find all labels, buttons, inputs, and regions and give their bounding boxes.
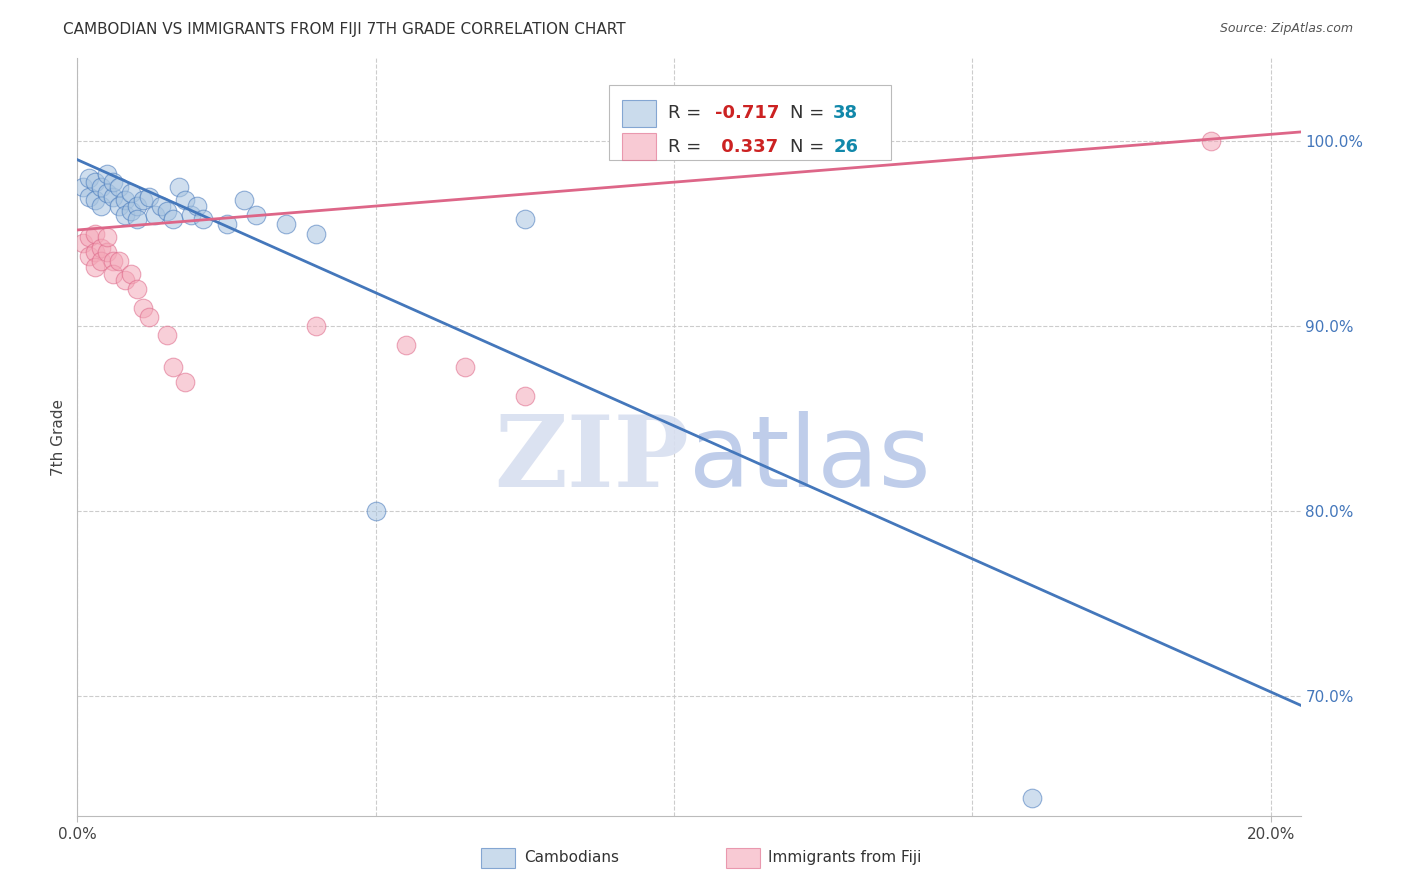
Point [191, 211, 214, 226]
Y-axis label: 7th Grade: 7th Grade [51, 399, 66, 475]
FancyBboxPatch shape [481, 848, 515, 868]
Point [132, 301, 155, 315]
Point [125, 211, 148, 226]
Point [513, 389, 536, 403]
Point [77, 189, 100, 203]
Point [180, 208, 202, 222]
Point [1199, 134, 1222, 148]
Point [156, 204, 179, 219]
Point [90, 254, 112, 268]
Point [114, 208, 136, 222]
Point [125, 199, 148, 213]
FancyBboxPatch shape [621, 133, 657, 161]
Point [513, 211, 536, 226]
FancyBboxPatch shape [609, 85, 891, 161]
Point [1021, 790, 1043, 805]
Point [101, 175, 124, 189]
Text: CAMBODIAN VS IMMIGRANTS FROM FIJI 7TH GRADE CORRELATION CHART: CAMBODIAN VS IMMIGRANTS FROM FIJI 7TH GR… [63, 22, 626, 37]
Point [120, 268, 142, 282]
Text: -0.717: -0.717 [714, 104, 779, 122]
Point [120, 186, 142, 200]
FancyBboxPatch shape [621, 100, 657, 127]
Point [90, 199, 112, 213]
Point [394, 337, 416, 351]
Point [245, 208, 267, 222]
Point [114, 194, 136, 208]
Point [108, 254, 131, 268]
Text: 38: 38 [834, 104, 859, 122]
Point [364, 504, 387, 518]
Point [167, 180, 190, 194]
Point [101, 254, 124, 268]
Point [96, 230, 118, 244]
Point [96, 245, 118, 260]
Point [149, 199, 172, 213]
Text: ZIP: ZIP [494, 411, 689, 508]
Point [114, 273, 136, 287]
Point [108, 199, 131, 213]
Text: 0.337: 0.337 [714, 137, 778, 156]
Point [173, 375, 195, 389]
Point [162, 359, 184, 374]
Point [77, 249, 100, 263]
Text: R =: R = [668, 104, 707, 122]
Point [138, 310, 160, 324]
Point [173, 194, 195, 208]
Point [84, 194, 107, 208]
Point [132, 194, 155, 208]
Point [84, 175, 107, 189]
Point [101, 268, 124, 282]
Point [90, 242, 112, 256]
Point [90, 180, 112, 194]
Point [84, 245, 107, 260]
FancyBboxPatch shape [725, 848, 759, 868]
Text: N =: N = [790, 104, 831, 122]
Point [108, 180, 131, 194]
Point [305, 319, 328, 334]
Point [156, 328, 179, 343]
Point [72, 235, 94, 250]
Point [84, 260, 107, 274]
Point [276, 218, 298, 232]
Text: N =: N = [790, 137, 831, 156]
Point [84, 227, 107, 241]
Point [186, 199, 208, 213]
Text: Immigrants from Fiji: Immigrants from Fiji [769, 850, 922, 865]
Point [233, 194, 256, 208]
Point [96, 168, 118, 182]
Point [72, 180, 94, 194]
Text: 26: 26 [834, 137, 858, 156]
Point [77, 230, 100, 244]
Point [77, 171, 100, 186]
Point [125, 282, 148, 296]
Point [215, 218, 238, 232]
Text: Cambodians: Cambodians [524, 850, 619, 865]
Point [162, 211, 184, 226]
Point [138, 189, 160, 203]
Text: Source: ZipAtlas.com: Source: ZipAtlas.com [1219, 22, 1353, 36]
Point [101, 189, 124, 203]
Text: atlas: atlas [689, 411, 931, 508]
Text: R =: R = [668, 137, 707, 156]
Point [454, 359, 477, 374]
Point [96, 186, 118, 200]
Point [143, 208, 166, 222]
Point [120, 204, 142, 219]
Point [305, 227, 328, 241]
